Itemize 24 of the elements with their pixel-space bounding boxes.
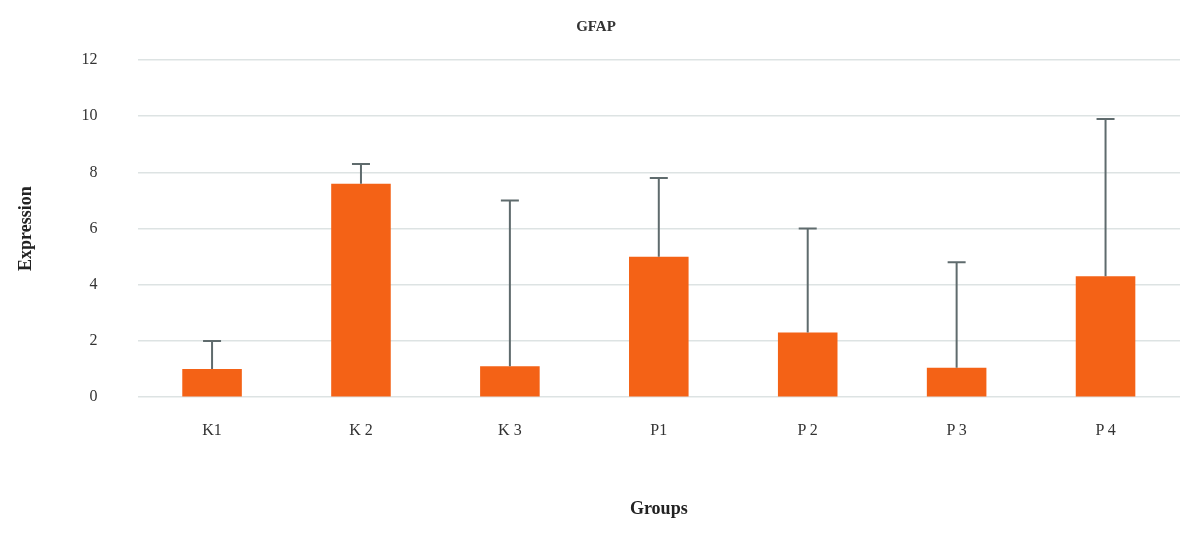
- y-tick-label: 12: [81, 50, 98, 68]
- y-tick-label: 2: [89, 331, 98, 349]
- bar: [777, 332, 838, 397]
- y-tick-label: 6: [89, 218, 98, 236]
- bar: [480, 366, 540, 397]
- x-tick-label: P1: [650, 421, 668, 438]
- x-tick-label: P 3: [946, 421, 967, 438]
- chart-title: GFAP: [576, 17, 616, 34]
- bar: [331, 183, 391, 397]
- bar: [182, 369, 242, 397]
- bar: [1075, 276, 1136, 397]
- y-tick-label: 0: [89, 387, 98, 405]
- x-tick-label: P 2: [797, 421, 818, 438]
- bar: [926, 367, 987, 397]
- x-tick-label: K 2: [349, 421, 373, 438]
- x-tick-label: K1: [202, 421, 222, 438]
- x-tick-label: K 3: [498, 421, 522, 438]
- bar: [629, 256, 689, 397]
- y-tick-label: 4: [89, 275, 98, 292]
- y-tick-label: 8: [89, 162, 98, 180]
- y-tick-label: 10: [81, 106, 98, 124]
- x-tick-label: P 4: [1095, 421, 1116, 438]
- x-axis-title: Groups: [629, 497, 688, 518]
- y-axis-title: Expression: [15, 186, 36, 271]
